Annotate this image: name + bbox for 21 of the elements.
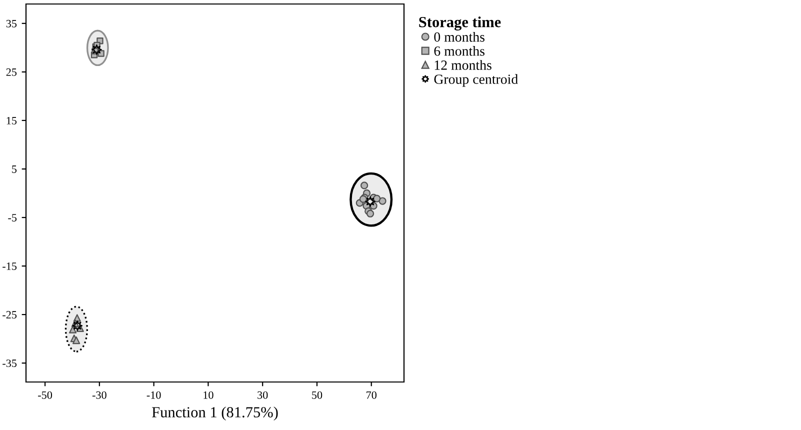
x-tick-label: 70 <box>366 391 376 399</box>
x-tick-label: -30 <box>92 391 106 399</box>
legend-label: 12 months <box>434 60 492 70</box>
x-tick-label: 30 <box>258 391 268 399</box>
y-tick-label: 25 <box>6 68 17 76</box>
x-tick-label: 50 <box>312 391 322 399</box>
legend-label: 0 months <box>434 32 484 42</box>
y-tick-label: -15 <box>2 262 17 270</box>
x-tick-label: -10 <box>146 391 161 399</box>
y-tick-label: 5 <box>12 166 17 173</box>
y-tick-label: 15 <box>6 116 17 124</box>
y-tick-label: -35 <box>2 360 17 368</box>
legend-label: 6 months <box>434 46 484 56</box>
x-axis-title: Function 1 (81.75%) <box>152 406 278 421</box>
legend-title: Storage time <box>419 16 501 30</box>
y-tick-label: -5 <box>8 214 17 222</box>
legend-label: Group centroid <box>434 74 518 87</box>
y-tick-label: 35 <box>6 20 17 28</box>
y-tick-label: -25 <box>2 311 17 319</box>
x-tick-label: 10 <box>204 391 214 399</box>
x-tick-label: -50 <box>38 391 52 399</box>
